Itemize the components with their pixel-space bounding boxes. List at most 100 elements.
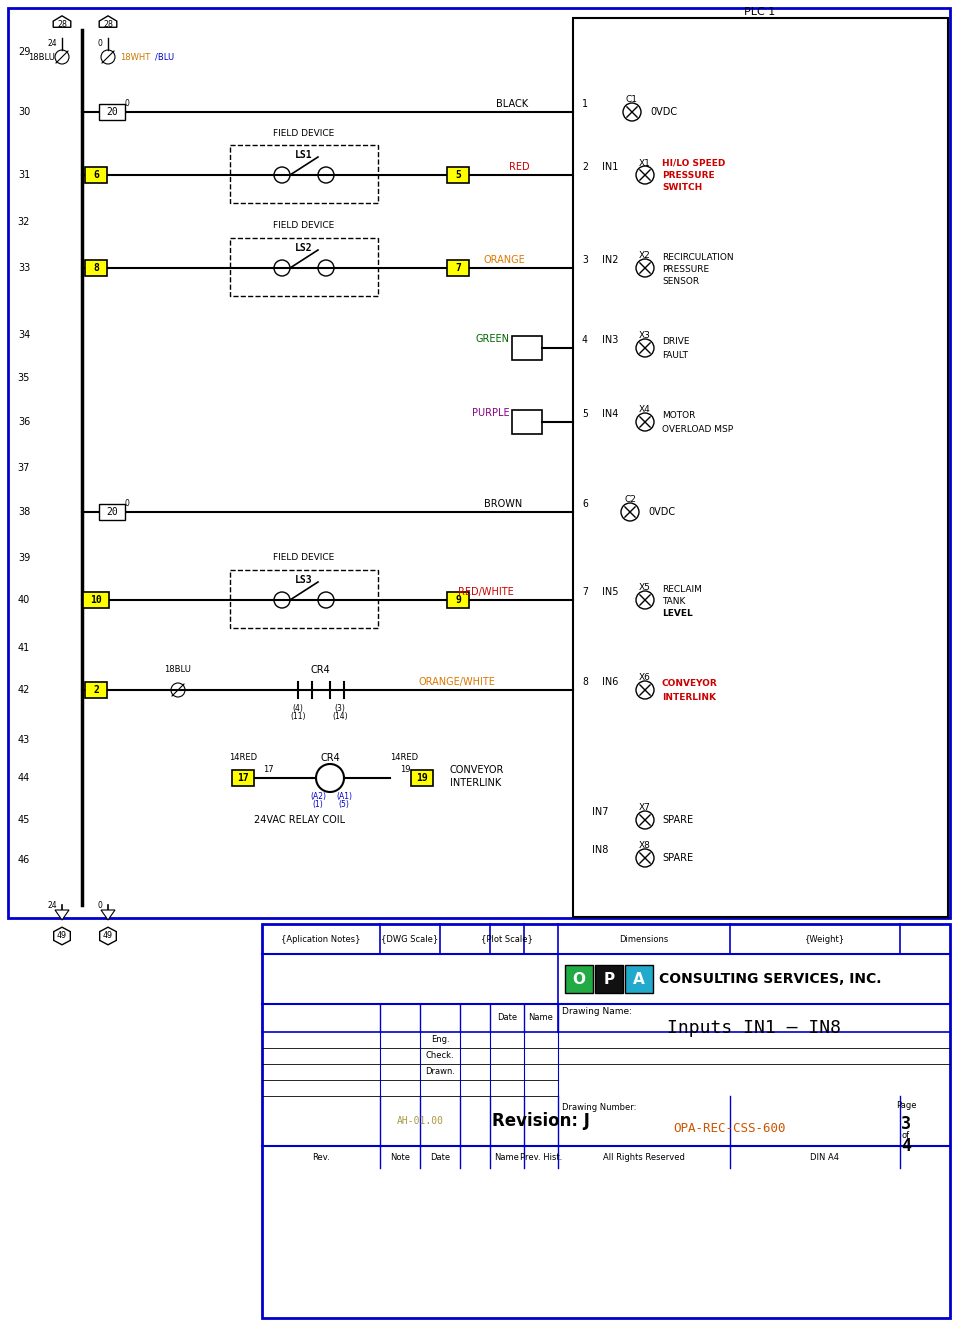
Text: IN7: IN7 [592,808,608,817]
Text: IN5: IN5 [602,587,618,597]
Text: Date: Date [430,1152,450,1162]
Text: 38: 38 [18,507,30,517]
Text: 18BLU: 18BLU [29,53,56,61]
Bar [232,770,254,786]
Text: (A2): (A2) [310,792,326,801]
Text: 43: 43 [18,735,30,745]
Text: RED/WHITE: RED/WHITE [458,587,514,597]
Polygon shape [54,927,70,945]
Polygon shape [55,910,69,920]
Text: 18WHT: 18WHT [120,53,150,61]
Text: SPARE: SPARE [662,815,694,825]
Text: (A1): (A1) [336,792,352,801]
Text: Drawn.: Drawn. [425,1067,455,1077]
Text: IN6: IN6 [602,678,618,687]
Bar [625,965,653,993]
Text: X7: X7 [639,804,650,813]
Text: 4: 4 [901,1136,911,1155]
Bar [85,682,107,697]
Text: (3): (3) [334,704,346,712]
Text: ORANGE/WHITE: ORANGE/WHITE [418,678,495,687]
Text: HI/LO SPEED: HI/LO SPEED [662,159,725,167]
Text: 10: 10 [90,595,102,605]
Text: {Weight}: {Weight} [805,935,845,944]
Text: X8: X8 [639,842,650,850]
Text: 9: 9 [455,595,461,605]
Text: (5): (5) [338,801,350,809]
Text: P: P [604,972,615,987]
Text: X5: X5 [639,583,650,593]
Text: 49: 49 [103,931,113,940]
Text: Rev.: Rev. [312,1152,330,1162]
Text: (4): (4) [292,704,304,712]
Text: 7: 7 [582,587,588,597]
Text: (11): (11) [290,712,306,721]
Bar [512,335,542,359]
Text: (14): (14) [332,712,348,721]
Bar [85,167,107,183]
Text: DRIVE: DRIVE [662,338,690,346]
Polygon shape [100,16,117,28]
Bar [230,237,378,296]
Text: IN3: IN3 [602,335,618,345]
Polygon shape [54,16,71,28]
Text: 20: 20 [106,107,118,117]
Text: 31: 31 [18,170,30,180]
Text: C2: C2 [624,496,636,504]
Text: 19: 19 [416,773,428,782]
Bar [595,965,623,993]
Text: Prev. Hist.: Prev. Hist. [520,1152,562,1162]
Bar [411,770,433,786]
Text: BROWN: BROWN [484,499,522,509]
Text: Date: Date [497,1013,517,1022]
Text: 0VDC: 0VDC [650,107,677,117]
Text: 17: 17 [262,765,273,774]
Text: X2: X2 [639,252,650,260]
Text: 20: 20 [106,507,118,517]
Text: 24: 24 [47,902,57,911]
Text: RED: RED [510,162,530,172]
Bar [512,410,542,434]
Text: IN8: IN8 [592,845,608,855]
Text: {DWG Scale}: {DWG Scale} [381,935,439,944]
Bar [8,8,950,918]
Text: 5: 5 [455,170,461,180]
Text: 32: 32 [18,217,31,227]
Text: DIN A4: DIN A4 [810,1152,839,1162]
Text: SENSOR: SENSOR [662,277,699,286]
Text: CONVEYOR: CONVEYOR [662,679,718,688]
Text: 7: 7 [455,263,461,273]
Text: 19: 19 [399,765,410,774]
Text: AH-01.00: AH-01.00 [397,1116,444,1126]
Text: {Aplication Notes}: {Aplication Notes} [282,935,361,944]
Bar [262,924,950,1318]
Text: CR4: CR4 [310,666,330,675]
Text: SPARE: SPARE [662,853,694,863]
Text: RECIRCULATION: RECIRCULATION [662,253,734,263]
Text: Note: Note [390,1152,410,1162]
Text: 36: 36 [18,416,30,427]
Text: 34: 34 [18,330,30,339]
Text: {Plot Scale}: {Plot Scale} [481,935,533,944]
Text: PRESSURE: PRESSURE [662,171,715,179]
Text: X6: X6 [639,674,650,683]
Text: Dimensions: Dimensions [620,935,669,944]
Text: FIELD DEVICE: FIELD DEVICE [273,553,334,562]
Text: 4: 4 [582,335,588,345]
Polygon shape [100,927,116,945]
Bar [447,260,469,276]
Text: INTERLINK: INTERLINK [662,692,716,701]
Text: X1: X1 [639,159,650,167]
Text: IN1: IN1 [602,162,618,172]
Text: PURPLE: PURPLE [472,408,510,418]
Text: 30: 30 [18,107,30,117]
Text: 24VAC RELAY COIL: 24VAC RELAY COIL [255,815,346,825]
Text: ORANGE: ORANGE [483,255,525,265]
Text: A: A [633,972,645,987]
Text: PRESSURE: PRESSURE [662,265,709,274]
Text: 6: 6 [582,499,588,509]
Text: Name: Name [529,1013,554,1022]
Text: X3: X3 [639,332,650,341]
Polygon shape [101,910,115,920]
Text: 0: 0 [125,499,129,508]
